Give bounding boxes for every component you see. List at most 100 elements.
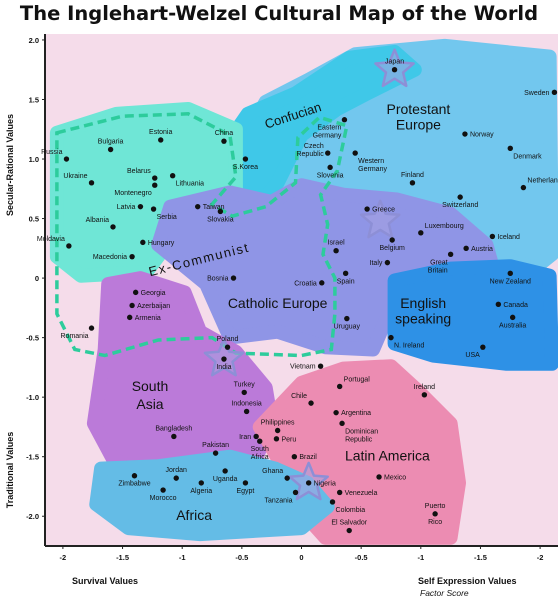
country-label: New Zealand: [490, 278, 531, 285]
country-label: Algeria: [190, 488, 212, 495]
country-dot: [132, 289, 139, 296]
country-label: Estonia: [149, 129, 172, 136]
country-dot: [344, 315, 350, 322]
country-dot: [509, 314, 516, 321]
country-label: Slovenia: [317, 172, 344, 179]
country-label: Latvia: [117, 204, 136, 211]
country-dot: [242, 156, 249, 162]
country-label: Japan: [385, 59, 404, 66]
country-dot: [342, 270, 349, 277]
country-label: Netherlands: [527, 178, 558, 185]
country-dot: [129, 302, 135, 309]
country-label: Italy: [370, 260, 383, 267]
country-dot: [376, 474, 382, 480]
country-dot: [327, 164, 333, 171]
country-label: Peru: [281, 436, 296, 443]
country-label: Puerto: [425, 503, 446, 510]
country-label: Belgium: [380, 245, 405, 252]
country-label: S.Korea: [233, 164, 258, 171]
country-dot: [421, 392, 428, 398]
country-label: Rico: [428, 519, 442, 526]
region-label: Catholic Europe: [228, 295, 328, 311]
country-label: Portugal: [344, 376, 371, 383]
country-dot: [346, 527, 352, 534]
country-label: Albania: [86, 217, 109, 224]
country-dot: [495, 301, 502, 307]
country-label: Ukraine: [63, 173, 87, 180]
country-label: Bangladesh: [155, 425, 192, 432]
region-label: speaking: [395, 310, 451, 326]
country-label: Bosnia: [207, 276, 229, 283]
ex-communist-border: [55, 112, 349, 358]
country-label: Lithuania: [176, 181, 205, 188]
country-dot: [131, 473, 138, 479]
country-label: Montenegro: [114, 190, 151, 197]
y-tick-label: 1.5: [29, 95, 39, 104]
country-dot: [160, 487, 166, 493]
y-tick-label: 0.5: [29, 215, 39, 224]
country-label: Greece: [372, 207, 395, 214]
country-label: Indonesia: [231, 400, 261, 407]
country-dot: [195, 203, 201, 210]
country-label: South: [251, 446, 269, 453]
country-label: Western: [358, 158, 384, 165]
x-tick-label: -1.5: [474, 553, 487, 562]
country-label: Republic: [296, 151, 324, 158]
country-dot: [341, 117, 348, 123]
country-label: Georgia: [141, 290, 166, 297]
country-label: Zimbabwe: [118, 481, 150, 488]
country-dot: [222, 468, 228, 474]
y-tick-label: -1.0: [26, 393, 39, 402]
country-dot: [391, 67, 398, 73]
axes: 2.0 1.5 1.0 0.5 0 -0.5 -1.0 -1.5 -2.0 -2 -1.5 -1 -0.…: [26, 34, 558, 562]
country-dot: [173, 475, 179, 481]
country-dot: [364, 206, 370, 212]
country-label: Republic: [345, 436, 373, 443]
country-label: Poland: [217, 336, 239, 343]
country-dot: [329, 499, 336, 505]
country-label: Switzerland: [442, 202, 478, 209]
country-label: Germany: [313, 133, 342, 140]
country-dot: [152, 175, 158, 181]
country-dot: [305, 480, 312, 486]
country-dot: [171, 433, 177, 440]
country-dot: [319, 280, 325, 286]
country-label: Bulgaria: [98, 138, 124, 145]
country-dot: [217, 208, 224, 215]
country-label: Venezuela: [345, 490, 378, 497]
x-label-note: Factor Score: [420, 588, 469, 598]
country-dot: [409, 180, 416, 186]
chart-title: The Inglehart-Welzel Cultural Map of the…: [20, 2, 538, 25]
country-label: USA: [465, 352, 480, 359]
country-dot: [418, 230, 424, 236]
country-label: Macedonia: [93, 254, 127, 261]
country-dot: [388, 334, 394, 341]
country-dot: [551, 89, 558, 96]
country-dot: [457, 194, 463, 200]
country-label: Romania: [61, 333, 89, 340]
confucian-zone: [201, 44, 422, 232]
country-dot: [127, 314, 133, 321]
country-dot: [308, 400, 314, 406]
country-label: Mexico: [384, 474, 406, 481]
country-label: Denmark: [513, 153, 542, 160]
country-dot: [110, 224, 116, 230]
country-label: Great: [430, 259, 448, 266]
country-label: Israel: [328, 240, 346, 247]
country-label: Colombia: [336, 507, 366, 514]
region-label: South: [132, 378, 169, 394]
country-dot: [432, 511, 438, 517]
region-label: Africa: [176, 507, 212, 523]
country-dot: [140, 239, 146, 246]
country-dot: [107, 146, 114, 153]
english-speaking-zone: [387, 259, 558, 371]
region-label: Protestant: [387, 101, 451, 117]
country-dot: [253, 433, 259, 440]
country-dot: [507, 145, 513, 152]
region-label: English: [400, 295, 446, 311]
country-dot: [63, 156, 70, 162]
country-label: Tanzania: [265, 497, 293, 504]
country-label: Czech: [304, 143, 324, 150]
country-label: Canada: [503, 302, 528, 309]
